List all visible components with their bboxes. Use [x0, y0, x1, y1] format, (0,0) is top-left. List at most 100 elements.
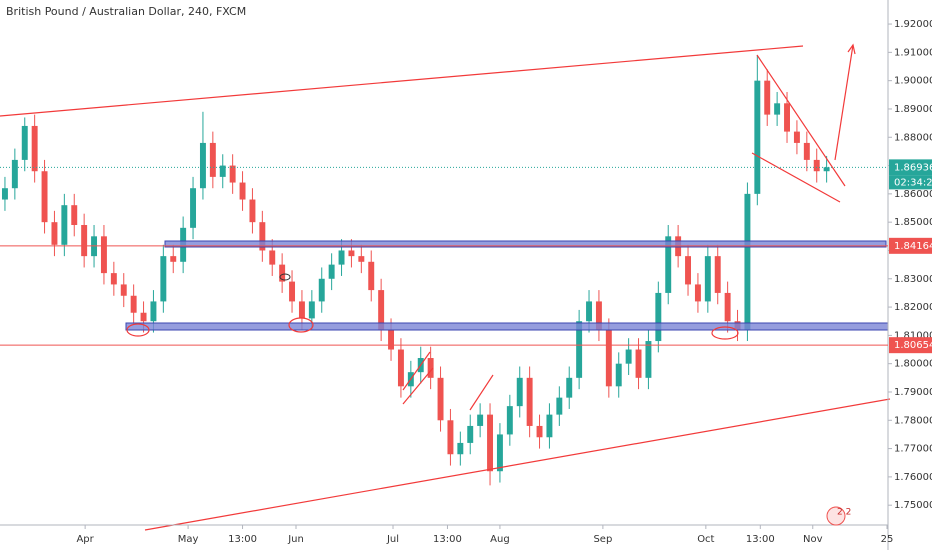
x-tick-label: 13:00: [433, 534, 462, 545]
y-tick-label: 1.91000: [894, 47, 932, 58]
x-tick-label: May: [178, 534, 199, 545]
y-tick-label: 1.90000: [894, 76, 932, 87]
candle-body: [803, 142, 810, 160]
x-tick-label: Jun: [287, 534, 304, 545]
candle-body: [744, 193, 751, 330]
wedge-line: [751, 152, 841, 203]
candle-body: [506, 406, 513, 435]
price-label: 1.80654: [894, 340, 932, 351]
candle-body: [298, 301, 305, 319]
candle-body: [21, 125, 28, 160]
candle-body: [120, 284, 127, 296]
circle-mark: [279, 273, 291, 281]
y-tick-label: 1.79000: [894, 387, 932, 398]
y-tick-label: 1.88000: [894, 132, 932, 143]
candle-body: [576, 321, 583, 378]
candle-body: [714, 256, 721, 293]
candle-body: [724, 292, 731, 322]
candle-body: [615, 363, 622, 387]
candle-body: [665, 236, 672, 293]
price-label-box: [889, 337, 932, 354]
candle-body: [81, 225, 88, 257]
candle-body: [41, 171, 48, 223]
candle-body: [358, 256, 365, 262]
y-tick-label: 1.86000: [894, 189, 932, 200]
candle-body: [61, 205, 68, 245]
candle-body: [328, 264, 335, 279]
candle-body: [160, 256, 167, 302]
channel-line: [469, 374, 494, 411]
candle-body: [516, 377, 523, 407]
candle-body: [813, 159, 820, 172]
circle-mark: [288, 317, 314, 333]
candle-body: [625, 349, 632, 364]
y-tick-label: 1.77000: [894, 444, 932, 455]
circle-mark: [126, 323, 150, 337]
y-tick-label: 1.92000: [894, 19, 932, 30]
candle-body: [219, 165, 226, 177]
x-tick-label: Nov: [803, 534, 823, 545]
candle-body: [764, 80, 771, 115]
countdown-box: [889, 175, 932, 190]
circle-mark: [711, 326, 739, 340]
candle-body: [130, 295, 137, 313]
candle-body: [477, 414, 484, 426]
candle-body: [140, 312, 147, 322]
candle-body: [209, 142, 216, 177]
candle-body: [685, 256, 691, 285]
channel-line: [402, 367, 434, 405]
arrow-head: [847, 43, 856, 55]
x-tick-label: Jul: [386, 534, 399, 545]
zone: [164, 240, 887, 248]
y-tick-label: 1.76000: [894, 472, 932, 483]
candle-body: [566, 377, 573, 398]
candle-body: [546, 414, 553, 438]
candle-body: [239, 182, 246, 200]
arrow: [834, 44, 854, 161]
x-tick-label: 25: [881, 534, 894, 545]
x-tick-label: 13:00: [228, 534, 257, 545]
x-tick-label: Apr: [76, 534, 94, 545]
candle-body: [348, 250, 355, 257]
candle-body: [457, 442, 464, 455]
candle-body: [774, 103, 781, 115]
wedge-line: [756, 54, 846, 187]
candle-body: [1, 188, 8, 200]
candle-body: [487, 414, 494, 472]
candle-body: [110, 273, 117, 285]
x-tick-label: Aug: [490, 534, 510, 545]
candle-body: [496, 434, 503, 472]
x-tick-label: Sep: [593, 534, 612, 545]
candle-body: [586, 301, 592, 322]
badge-icon: [826, 506, 846, 526]
candle-body: [467, 425, 474, 443]
candle-body: [51, 222, 58, 245]
candle-body: [71, 205, 78, 225]
price-label-box: [889, 237, 932, 254]
x-tick-label: Oct: [697, 534, 714, 545]
candle-body: [190, 188, 197, 228]
candle-body: [100, 236, 107, 274]
candle-body: [11, 159, 18, 189]
candle-body: [784, 103, 790, 132]
candle-body: [229, 165, 236, 183]
y-tick-label: 1.82000: [894, 302, 932, 313]
candle-body: [388, 329, 395, 350]
y-tick-label: 1.89000: [894, 104, 932, 115]
countdown: 02:34:25: [894, 177, 932, 188]
price-label: 1.84164: [894, 241, 932, 252]
trend-line: [0, 45, 804, 117]
candle-body: [595, 301, 602, 330]
y-tick-label: 1.80000: [894, 359, 932, 370]
chart-title: British Pound / Australian Dollar, 240, …: [6, 5, 246, 18]
candle-body: [150, 301, 157, 322]
price-label: 1.86936: [894, 162, 932, 173]
drawings: [0, 43, 891, 531]
zone: [125, 322, 889, 331]
candle-body: [635, 349, 642, 378]
candle-body: [269, 250, 276, 265]
candle-body: [536, 425, 543, 438]
badge: 2 2: [837, 508, 851, 518]
